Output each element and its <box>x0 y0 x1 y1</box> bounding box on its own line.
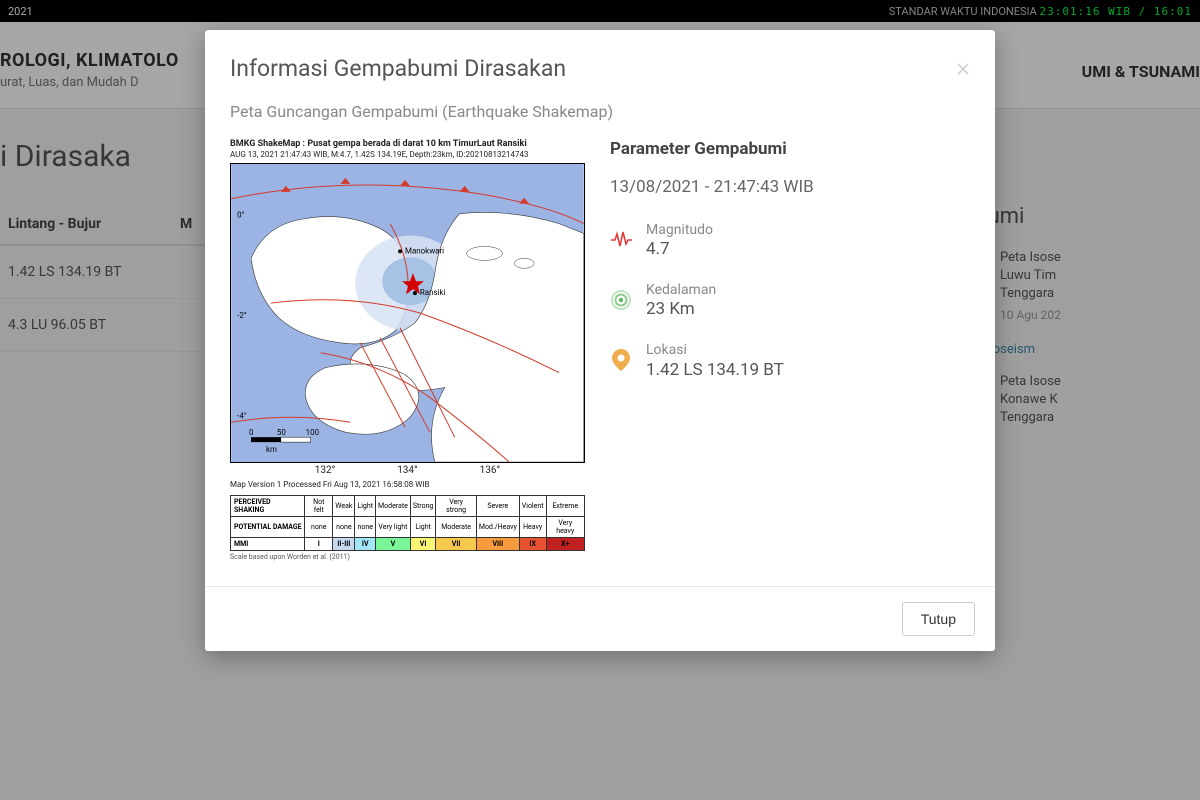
modal-backdrop[interactable]: Informasi Gempabumi Dirasakan × Peta Gun… <box>0 0 1200 800</box>
svg-text:km: km <box>266 445 277 454</box>
map-x-axis: 132° 134° 136° <box>230 463 585 478</box>
close-icon[interactable]: × <box>956 55 970 81</box>
svg-text:Manokwari: Manokwari <box>405 246 444 255</box>
svg-text:50: 50 <box>277 428 286 437</box>
location-icon <box>610 349 632 371</box>
location-label: Lokasi <box>646 341 784 359</box>
svg-text:Ransiki: Ransiki <box>420 288 446 297</box>
depth-icon <box>610 289 632 311</box>
modal-subheading: Peta Guncangan Gempabumi (Earthquake Sha… <box>230 102 970 121</box>
map-version: Map Version 1 Processed Fri Aug 13, 2021… <box>230 480 585 489</box>
parameter-panel: Parameter Gempabumi 13/08/2021 - 21:47:4… <box>610 139 970 561</box>
depth-value: 23 Km <box>646 299 716 319</box>
map-caption-sub: AUG 13, 2021 21:47:43 WIB, M:4.7, 1.42S … <box>230 150 585 159</box>
svg-text:-4°: -4° <box>237 411 247 420</box>
legend-footnote: Scale based upon Worden et al. (2011) <box>230 553 585 561</box>
mmi-legend: PERCEIVED SHAKING Not feltWeakLightModer… <box>230 495 585 551</box>
svg-text:100: 100 <box>306 428 320 437</box>
magnitude-label: Magnitudo <box>646 221 713 239</box>
magnitude-value: 4.7 <box>646 239 713 259</box>
depth-label: Kedalaman <box>646 281 716 299</box>
map-caption: BMKG ShakeMap : Pusat gempa berada di da… <box>230 139 585 149</box>
close-button[interactable]: Tutup <box>902 602 975 636</box>
svg-text:0: 0 <box>249 428 254 437</box>
svg-text:0°: 0° <box>237 211 244 220</box>
shakemap-panel: BMKG ShakeMap : Pusat gempa berada di da… <box>230 139 585 561</box>
shakemap-svg: 0° -2° -4° <box>230 163 585 463</box>
param-heading: Parameter Gempabumi <box>610 139 970 159</box>
param-datetime: 13/08/2021 - 21:47:43 WIB <box>610 177 970 197</box>
modal-title: Informasi Gempabumi Dirasakan <box>230 55 566 82</box>
magnitude-icon <box>610 229 632 251</box>
svg-text:-2°: -2° <box>237 311 247 320</box>
earthquake-modal: Informasi Gempabumi Dirasakan × Peta Gun… <box>205 30 995 651</box>
location-value: 1.42 LS 134.19 BT <box>646 360 784 380</box>
